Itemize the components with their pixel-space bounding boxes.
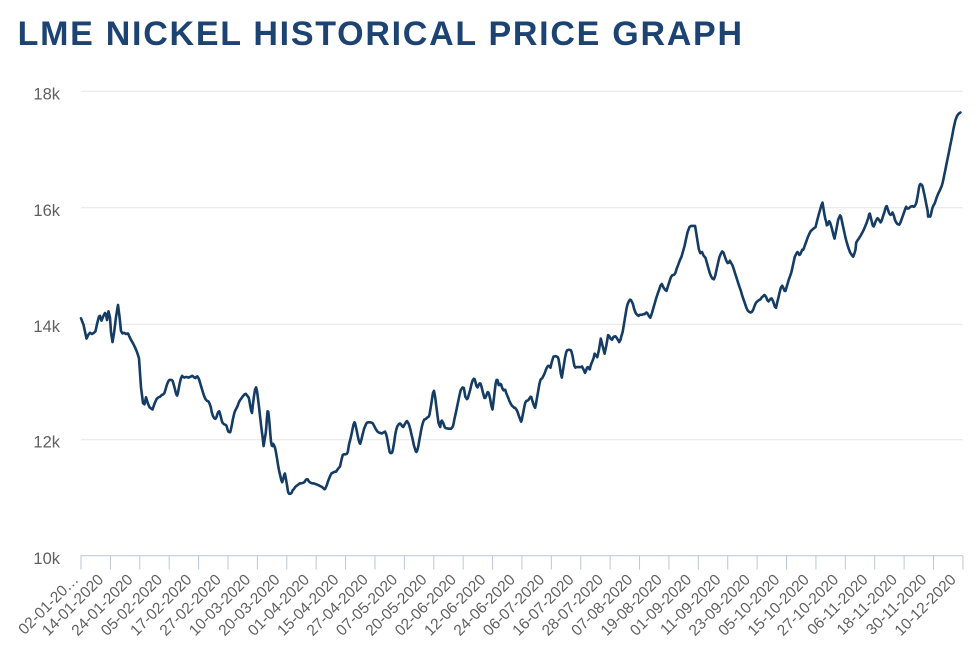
svg-text:16k: 16k xyxy=(33,202,60,220)
svg-text:18k: 18k xyxy=(33,85,60,103)
svg-text:14k: 14k xyxy=(33,318,60,336)
svg-text:10k: 10k xyxy=(33,550,60,568)
svg-text:12k: 12k xyxy=(33,434,60,452)
svg-text:LME NICKEL HISTORICAL PRICE GR: LME NICKEL HISTORICAL PRICE GRAPH xyxy=(18,15,744,53)
